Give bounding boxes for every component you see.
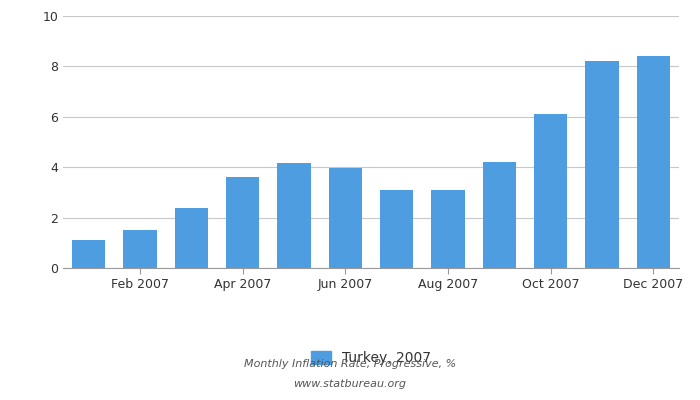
Bar [226, 177, 259, 268]
Text: Monthly Inflation Rate, Progressive, %: Monthly Inflation Rate, Progressive, % [244, 359, 456, 369]
Bar [483, 162, 516, 268]
Bar [431, 190, 465, 268]
Bar [72, 240, 105, 268]
Bar [329, 168, 362, 268]
Legend: Turkey, 2007: Turkey, 2007 [305, 346, 437, 371]
Bar [585, 61, 619, 268]
Bar [277, 164, 311, 268]
Bar [174, 208, 208, 268]
Bar [637, 56, 670, 268]
Bar [534, 114, 567, 268]
Bar [380, 190, 413, 268]
Bar [123, 230, 157, 268]
Text: www.statbureau.org: www.statbureau.org [293, 379, 407, 389]
